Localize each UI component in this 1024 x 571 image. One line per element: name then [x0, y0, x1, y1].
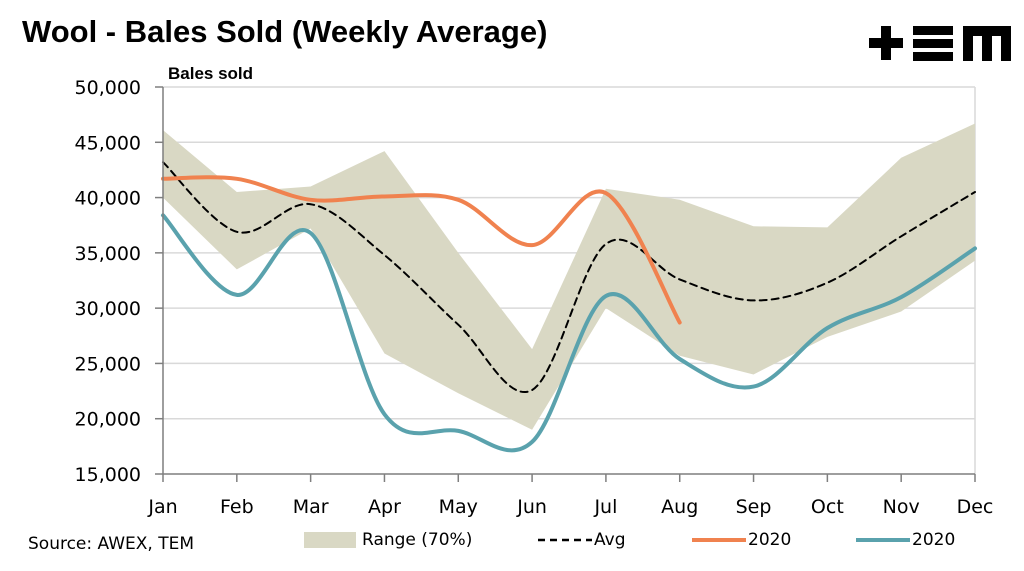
y-tick-label: 35,000 — [75, 243, 141, 265]
legend-item-2020-orange: 2020 — [692, 527, 791, 553]
x-tick-label: Dec — [957, 496, 994, 518]
legend-swatch-avg — [538, 538, 592, 542]
legend-item-range: Range (70%) — [304, 527, 472, 553]
x-tick-label: Jul — [593, 496, 617, 518]
series-group — [161, 161, 977, 453]
brand-logo — [869, 26, 1011, 61]
x-tick-label: Jan — [147, 496, 177, 518]
legend-swatch-2020-teal — [856, 538, 910, 542]
range-band-group — [163, 123, 975, 430]
chart-title: Wool - Bales Sold (Weekly Average) — [22, 14, 548, 49]
legend-label-2020-orange: 2020 — [748, 530, 792, 550]
range-band — [163, 123, 975, 430]
y-axis-label: Bales sold — [168, 64, 253, 83]
legend-item-2020-teal: 2020 — [856, 527, 955, 553]
x-tick-label: Apr — [368, 496, 401, 518]
x-tick-label: Mar — [293, 496, 329, 518]
axes: 15,000 20,000 25,000 30,000 35,000 40,000 45,0… — [75, 77, 994, 518]
legend-item-avg: Avg — [538, 527, 626, 553]
y-tick-label: 20,000 — [75, 409, 141, 431]
y-tick-label: 15,000 — [75, 464, 141, 486]
legend-label-range: Range (70%) — [362, 530, 473, 550]
legend-swatch-2020-orange — [692, 538, 746, 542]
x-tick-label: Sep — [736, 496, 772, 518]
y-tick-label: 30,000 — [75, 298, 141, 320]
x-tick-label: Oct — [811, 496, 844, 518]
legend-label-2020-teal: 2020 — [912, 530, 956, 550]
y-tick-label: 45,000 — [75, 132, 141, 154]
x-tick-label: Aug — [661, 496, 698, 518]
y-tick-label: 50,000 — [75, 77, 141, 99]
x-tick-label: Nov — [883, 496, 920, 518]
x-tick-label: Feb — [220, 496, 254, 518]
series-line-2020-orange — [161, 175, 682, 325]
x-tick-label: Jun — [516, 496, 547, 518]
series-line-2020-teal — [161, 213, 977, 453]
legend-swatch-range — [304, 532, 356, 548]
x-tick-label: May — [439, 496, 478, 518]
y-tick-label: 25,000 — [75, 353, 141, 375]
source-note: Source: AWEX, TEM — [28, 534, 195, 554]
legend-label-avg: Avg — [594, 530, 626, 550]
y-tick-label: 40,000 — [75, 188, 141, 210]
